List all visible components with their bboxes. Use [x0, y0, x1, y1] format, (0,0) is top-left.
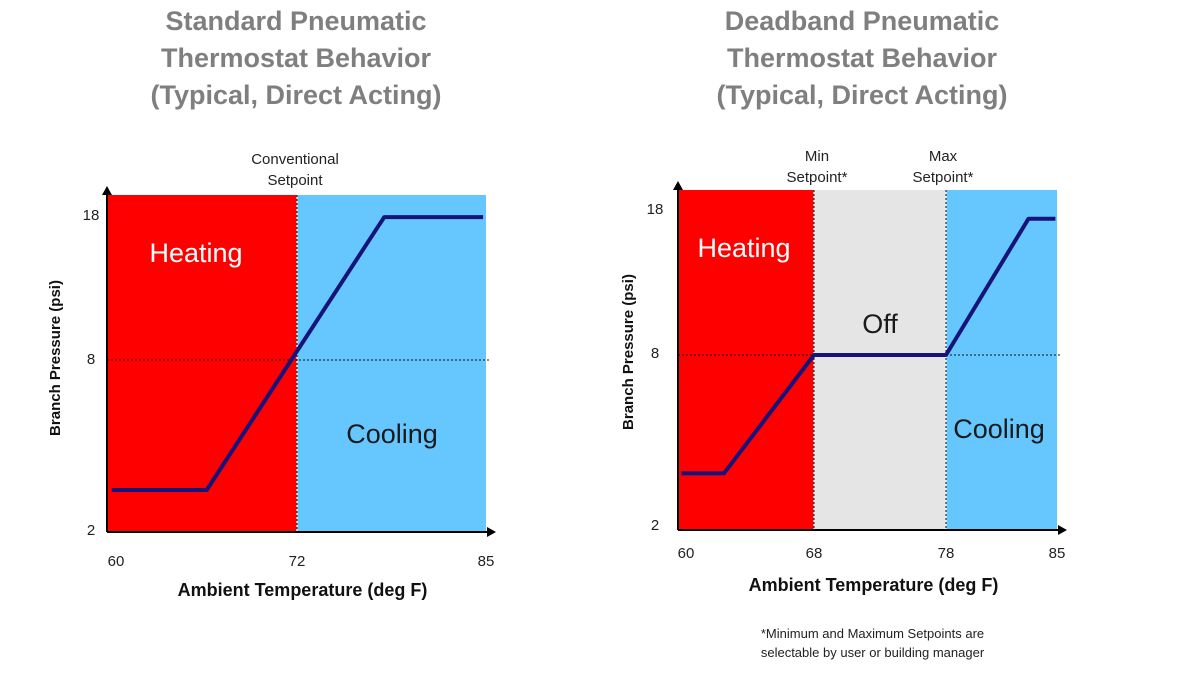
region-label-off: Off [862, 309, 898, 339]
setpoint-label: Min Setpoint* [787, 148, 848, 186]
x-tick-label: 60 [108, 553, 125, 570]
branch-pressure-line [111, 215, 484, 492]
y-tick-label: 2 [87, 522, 95, 539]
x-axis-arrow [1058, 525, 1067, 535]
setpoint-label: Conventional Setpoint [251, 151, 339, 189]
x-axis-arrow [487, 527, 496, 537]
x-tick-label: 85 [478, 553, 495, 570]
y-tick-label: 18 [83, 207, 100, 224]
region-cooling [297, 195, 486, 532]
x-axis-title: Ambient Temperature (deg F) [749, 575, 999, 595]
x-tick-label: 60 [678, 545, 695, 562]
chart-title-deadband: Deadband Pneumatic Thermostat Behavior (… [716, 6, 1008, 110]
setpoint-label: Max Setpoint* [913, 148, 974, 186]
region-cooling [946, 190, 1057, 530]
y-axis-title: Branch Pressure (psi) [620, 274, 637, 430]
chart-title-standard: Standard Pneumatic Thermostat Behavior (… [150, 6, 442, 110]
x-tick-label: 85 [1049, 545, 1066, 562]
y-axis-title: Branch Pressure (psi) [47, 280, 64, 436]
y-tick-label: 8 [87, 351, 95, 368]
region-off [814, 190, 946, 530]
setpoint-footnote: *Minimum and Maximum Setpoints are selec… [760, 626, 985, 660]
y-tick-label: 8 [651, 345, 659, 362]
x-axis-title: Ambient Temperature (deg F) [178, 580, 428, 600]
x-tick-label: 68 [806, 545, 823, 562]
x-tick-label: 72 [289, 553, 306, 570]
region-label-cooling: Cooling [953, 414, 1045, 444]
y-tick-label: 2 [651, 517, 659, 534]
y-axis-arrow [673, 181, 683, 190]
branch-pressure-line [681, 216, 1056, 476]
x-tick-label: 78 [938, 545, 955, 562]
region-heating [107, 195, 297, 532]
region-label-heating: Heating [697, 233, 790, 263]
region-label-cooling: Cooling [346, 419, 438, 449]
region-label-heating: Heating [149, 238, 242, 268]
y-tick-label: 18 [647, 201, 664, 218]
y-axis-arrow [102, 186, 112, 195]
